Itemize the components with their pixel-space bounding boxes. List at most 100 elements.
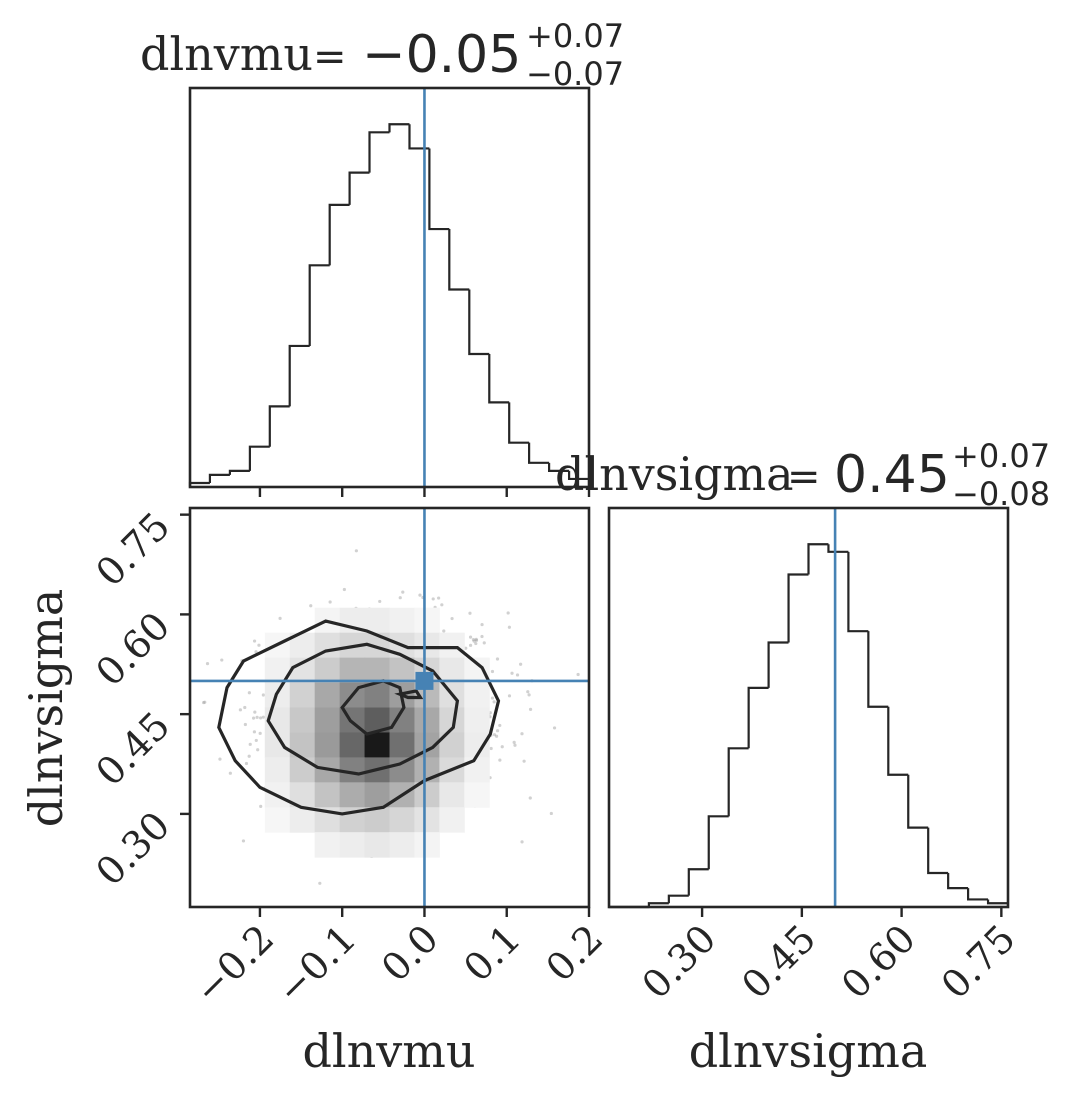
dlnvmu-hist-bar-step <box>468 289 490 356</box>
dlnvsigma-hist-bar-step <box>887 706 909 776</box>
joint-density-cell <box>389 607 415 634</box>
joint-sample-point <box>528 707 533 711</box>
joint-sample-point <box>440 603 444 607</box>
dlnvsigma-hist-bar-step <box>727 747 749 817</box>
joint-sample-point <box>549 811 553 816</box>
dlnvsigma-hist-bar-step <box>867 631 889 708</box>
dlnvmu-title-equals: = <box>313 34 347 80</box>
joint-sample-point <box>259 716 263 720</box>
joint-sample-point <box>252 716 256 720</box>
joint-density-cell <box>289 682 316 708</box>
dlnvmu-title: dlnvmu = −0.05 +0.07 −0.07 <box>140 17 624 93</box>
joint-density-cell <box>314 782 341 808</box>
dlnvsigma-title-equals: = <box>787 454 821 500</box>
joint-sample-point <box>507 694 512 698</box>
joint-density-cell <box>464 682 490 708</box>
dlnvmu-histogram-ticks <box>258 487 591 497</box>
joint-sample-point <box>468 643 473 647</box>
joint-density-cell <box>414 607 440 634</box>
joint-density-cell <box>389 732 415 758</box>
joint-sample-point <box>450 616 454 621</box>
dlnvsigma-hist-bar-step <box>827 544 849 553</box>
joint-sample-point <box>258 731 262 735</box>
joint-sample-point <box>442 629 446 633</box>
joint-sample-point <box>552 726 557 730</box>
joint-sample-point <box>243 722 247 727</box>
joint-sample-point <box>244 761 249 766</box>
dlnvmu-hist-bar-step <box>268 405 290 447</box>
joint-sample-point <box>480 622 484 627</box>
joint-sample-point <box>247 754 251 758</box>
joint-density-cell <box>364 807 390 833</box>
joint-density-cell <box>314 707 341 733</box>
joint-sample-point <box>510 671 514 675</box>
joint-density-cell <box>339 657 366 684</box>
joint-sample-point <box>498 723 502 728</box>
joint-sample-point <box>437 596 441 600</box>
dlnvmu-hist-bar-step <box>448 229 470 291</box>
dlnvsigma-hist-bar-step <box>687 868 709 896</box>
joint-contour-level <box>266 642 460 776</box>
joint-contour-level <box>394 689 424 700</box>
joint-sample-point <box>254 650 258 654</box>
joint-density-cell <box>414 782 440 808</box>
joint-sample-point <box>278 616 282 620</box>
joint-sample-point <box>401 590 405 594</box>
dlnvmu-hist-bar-step <box>388 123 410 133</box>
dlnvsigma-histogram-marks <box>609 508 1008 909</box>
joint-sample-point <box>247 691 251 695</box>
dlnvmu-hist-bar-step <box>528 442 550 464</box>
joint-sample-point <box>495 729 500 733</box>
joint-sample-point <box>220 658 224 662</box>
joint-sample-point <box>520 732 524 736</box>
joint-density-cell <box>339 832 366 858</box>
joint-sample-point <box>205 662 210 666</box>
joint-sample-point <box>489 746 493 751</box>
dlnvmu-hist-bar-step <box>508 402 530 444</box>
joint-density-grid <box>264 607 490 858</box>
dlnvmu-hist-bar-step <box>308 264 330 346</box>
joint-contour-level <box>217 619 501 816</box>
dlnvsigma-title: dlnvsigma = 0.45 +0.07 −0.08 <box>555 437 1050 513</box>
joint-density-cell <box>314 657 341 684</box>
joint-density-cell <box>464 707 490 733</box>
joint-sample-point <box>256 748 260 752</box>
joint-sample-point <box>520 840 524 844</box>
joint-sample-point <box>480 634 484 639</box>
dlnvmu-hist-bar-step <box>428 148 450 231</box>
joint-truth-marker <box>415 671 434 690</box>
joint-sample-point <box>464 646 468 650</box>
dlnvsigma-title-lhs: dlnvsigma <box>555 447 794 501</box>
joint-density-cell <box>414 707 440 733</box>
joint-sample-point <box>506 611 510 615</box>
dlnvmu-hist-bar-step <box>567 470 589 481</box>
joint-sample-point <box>252 730 257 734</box>
dlnvmu-title-lhs: dlnvmu <box>140 27 313 81</box>
joint-sample-point <box>257 643 261 647</box>
joint-sample-point <box>576 672 580 677</box>
joint-density-cell <box>289 807 316 833</box>
joint-sample-point <box>527 693 531 697</box>
joint-density-cell <box>464 757 490 783</box>
joint-sample-point <box>494 734 499 738</box>
joint-density-cell <box>364 682 390 708</box>
joint-sample-point <box>309 604 313 608</box>
joint-sample-point <box>318 881 322 885</box>
joint-sample-point <box>354 549 358 553</box>
joint-density-cell <box>439 657 465 684</box>
joint-sample-point <box>243 705 247 710</box>
joint-sample-point <box>431 597 435 601</box>
dlnvmu-hist-bar-step <box>288 344 310 407</box>
x-axis-label-dlnvsigma: dlnvsigma <box>689 1024 928 1078</box>
joint-sample-point <box>218 757 222 761</box>
joint-sample-point <box>490 669 495 674</box>
dlnvmu-hist-bar-step <box>248 445 270 471</box>
joint-sample-point <box>513 743 517 747</box>
dlnvmu-hist-bar-step <box>228 469 250 475</box>
joint-sample-point <box>261 693 265 697</box>
joint-density-cell <box>464 782 490 808</box>
dlnvsigma-hist-bar-step <box>707 815 729 870</box>
dlnvmu-hist-bar-step <box>368 131 390 173</box>
joint-density-cell <box>289 757 316 783</box>
